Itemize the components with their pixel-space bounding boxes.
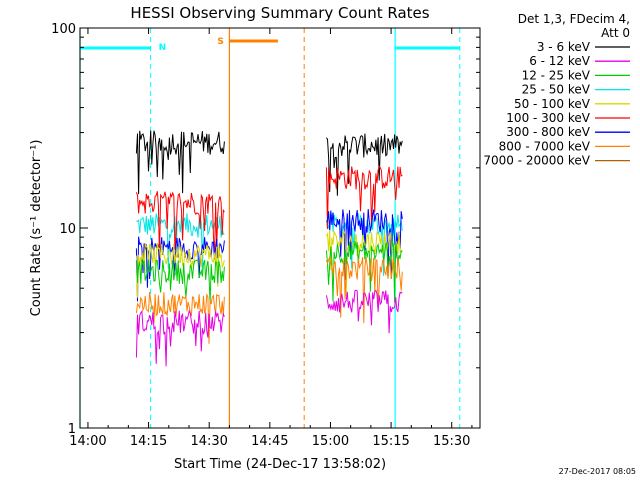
x-axis-label: Start Time (24-Dec-17 13:58:02) bbox=[174, 457, 386, 472]
x-axis-ticks: 14:00 14:15 14:30 14:45 15:00 15:15 15:30 bbox=[69, 28, 473, 449]
y-axis-label: Count Rate (s⁻¹ detector⁻¹) bbox=[29, 140, 44, 317]
chart-title: HESSI Observing Summary Count Rates bbox=[130, 4, 429, 22]
series-5-trace-1 bbox=[325, 229, 403, 297]
x-tick-label-3: 14:45 bbox=[251, 434, 288, 449]
legend-label-8: 800 - 7000 keV bbox=[499, 139, 591, 153]
night-label: N bbox=[159, 43, 167, 53]
series-2-trace-0 bbox=[135, 309, 225, 367]
legend-label-6: 100 - 300 keV bbox=[506, 111, 590, 125]
legend-header-line-1: Det 1,3, FDecim 4, bbox=[518, 12, 630, 26]
series-8-trace-1 bbox=[325, 254, 403, 324]
series-3-trace-0 bbox=[135, 259, 225, 304]
y-tick-label-1: 10 bbox=[59, 222, 76, 237]
legend-label-3: 12 - 25 keV bbox=[522, 68, 591, 82]
footer-date: 27-Dec-2017 08:05 bbox=[559, 467, 636, 476]
series-2-trace-1 bbox=[325, 289, 403, 334]
saa-label: S bbox=[217, 37, 223, 47]
x-tick-label-2: 14:30 bbox=[190, 434, 227, 449]
series-8-trace-0 bbox=[135, 291, 225, 344]
series-6-trace-0 bbox=[135, 191, 225, 260]
x-tick-label-1: 14:15 bbox=[130, 434, 167, 449]
series-1-trace-1 bbox=[325, 133, 403, 196]
y-axis-ticks: 1 10 100 bbox=[51, 22, 480, 437]
legend-label-2: 6 - 12 keV bbox=[529, 54, 591, 68]
legend-label-1: 3 - 6 keV bbox=[537, 40, 591, 54]
x-tick-label-4: 15:00 bbox=[312, 434, 349, 449]
series-1-trace-0 bbox=[135, 130, 225, 195]
legend-label-4: 25 - 50 keV bbox=[522, 83, 591, 97]
plot-area: NS bbox=[79, 28, 461, 428]
series-4-trace-0 bbox=[136, 213, 225, 272]
series-7-trace-1 bbox=[326, 208, 403, 281]
series-3-trace-1 bbox=[325, 240, 403, 303]
legend-header-line-2: Att 0 bbox=[601, 26, 630, 40]
x-tick-label-6: 15:30 bbox=[433, 434, 470, 449]
legend-label-9: 7000 - 20000 keV bbox=[483, 154, 590, 168]
series-6-trace-1 bbox=[325, 165, 403, 229]
series-5-trace-0 bbox=[135, 242, 225, 298]
y-tick-label-0: 1 bbox=[68, 422, 76, 437]
x-tick-label-5: 15:15 bbox=[372, 434, 409, 449]
y-tick-label-2: 100 bbox=[51, 22, 76, 37]
legend-label-7: 300 - 800 keV bbox=[506, 125, 590, 139]
legend-label-5: 50 - 100 keV bbox=[514, 97, 591, 111]
x-tick-label-0: 14:00 bbox=[69, 434, 106, 449]
